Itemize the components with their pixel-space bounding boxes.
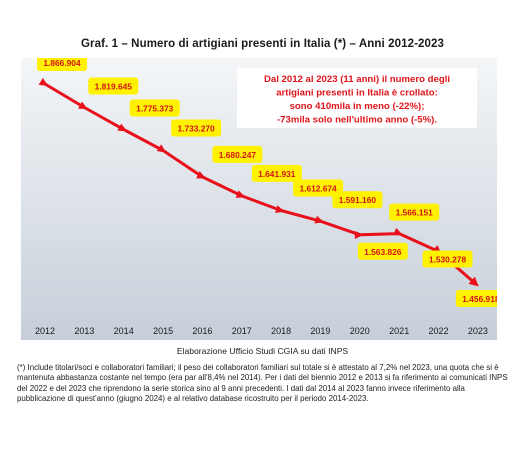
data-label: 1.733.270 xyxy=(171,119,222,137)
data-label-box xyxy=(251,164,302,182)
annotation-background xyxy=(237,68,477,128)
data-label: 1.775.373 xyxy=(129,99,180,117)
data-point xyxy=(392,227,403,236)
data-point xyxy=(275,205,285,214)
annotation-line: Dal 2012 al 2023 (11 anni) il numero deg… xyxy=(264,74,450,85)
x-tick-label: 2014 xyxy=(114,326,134,336)
x-tick-label: 2023 xyxy=(468,326,488,336)
annotation-line: artigiani presenti in Italia è crollato: xyxy=(276,88,438,99)
x-tick-label: 2017 xyxy=(232,326,252,336)
annotation-box: Dal 2012 al 2023 (11 anni) il numero deg… xyxy=(237,68,477,128)
data-point xyxy=(196,171,206,179)
data-label-text: 1.641.931 xyxy=(258,169,296,179)
data-point xyxy=(235,190,246,198)
x-tick-label: 2013 xyxy=(74,326,94,336)
data-label: 1.819.645 xyxy=(88,77,139,95)
chart-area: Dal 2012 al 2023 (11 anni) il numero deg… xyxy=(21,54,506,340)
x-tick-label: 2012 xyxy=(35,326,55,336)
data-label: 1.563.826 xyxy=(357,242,408,260)
data-label-box xyxy=(332,191,383,209)
data-label: 1.456.918 xyxy=(455,290,506,307)
data-label-box xyxy=(357,242,408,260)
x-tick-label: 2015 xyxy=(153,326,173,336)
data-label-text: 1.775.373 xyxy=(136,104,174,114)
data-label-text: 1.612.674 xyxy=(299,184,337,194)
data-label: 1.680.247 xyxy=(212,145,263,163)
data-point xyxy=(314,215,325,224)
x-tick-label: 2016 xyxy=(192,326,212,336)
chart-title: Graf. 1 – Numero di artigiani presenti i… xyxy=(80,38,445,50)
data-label-box xyxy=(389,203,440,221)
data-label-box xyxy=(422,250,473,268)
data-point xyxy=(78,101,88,110)
data-label-text: 1.680.247 xyxy=(219,150,257,160)
data-point xyxy=(117,123,128,132)
annotation-line: -73mila solo nell'ultimo anno (-5%). xyxy=(277,115,437,126)
source-note: Elaborazione Ufficio Studi CGIA su dati … xyxy=(176,346,349,356)
annotation-line: sono 410mila in meno (-22%); xyxy=(290,101,425,112)
data-label-text: 1.456.918 xyxy=(462,294,497,304)
data-label-text: 1.819.645 xyxy=(95,82,133,92)
data-label-text: 1.733.270 xyxy=(177,124,215,134)
data-label-text: 1.563.826 xyxy=(364,247,402,257)
data-label-text: 1.566.151 xyxy=(396,208,434,218)
data-label-box xyxy=(212,145,263,163)
data-label-box xyxy=(88,77,139,95)
data-label: 1.530.278 xyxy=(422,250,473,268)
data-label: 1.866.904 xyxy=(37,54,87,71)
series-line xyxy=(44,82,479,287)
x-tick-label: 2019 xyxy=(310,326,330,336)
x-tick-label: 2021 xyxy=(389,326,409,336)
x-tick-label: 2022 xyxy=(428,326,448,336)
data-label-text: 1.530.278 xyxy=(429,255,467,265)
data-label-text: 1.591.160 xyxy=(339,195,377,205)
data-label: 1.591.160 xyxy=(332,191,383,209)
data-label: 1.566.151 xyxy=(389,203,440,221)
data-label-box xyxy=(293,179,344,197)
data-point xyxy=(156,144,167,153)
data-label: 1.612.674 xyxy=(293,179,344,197)
line-chart: Dal 2012 al 2023 (11 anni) il numero deg… xyxy=(21,54,506,340)
data-label: 1.641.931 xyxy=(251,164,302,182)
data-label-box xyxy=(129,99,180,117)
data-label-box xyxy=(37,54,87,71)
x-tick-label: 2020 xyxy=(350,326,370,336)
data-label-box xyxy=(171,119,222,137)
x-tick-label: 2018 xyxy=(271,326,291,336)
data-point xyxy=(354,230,364,239)
data-point xyxy=(38,78,49,87)
data-label-box xyxy=(455,290,506,307)
footnote: (*) Include titolari/soci e collaborator… xyxy=(17,363,508,404)
data-label-text: 1.866.904 xyxy=(43,58,81,68)
